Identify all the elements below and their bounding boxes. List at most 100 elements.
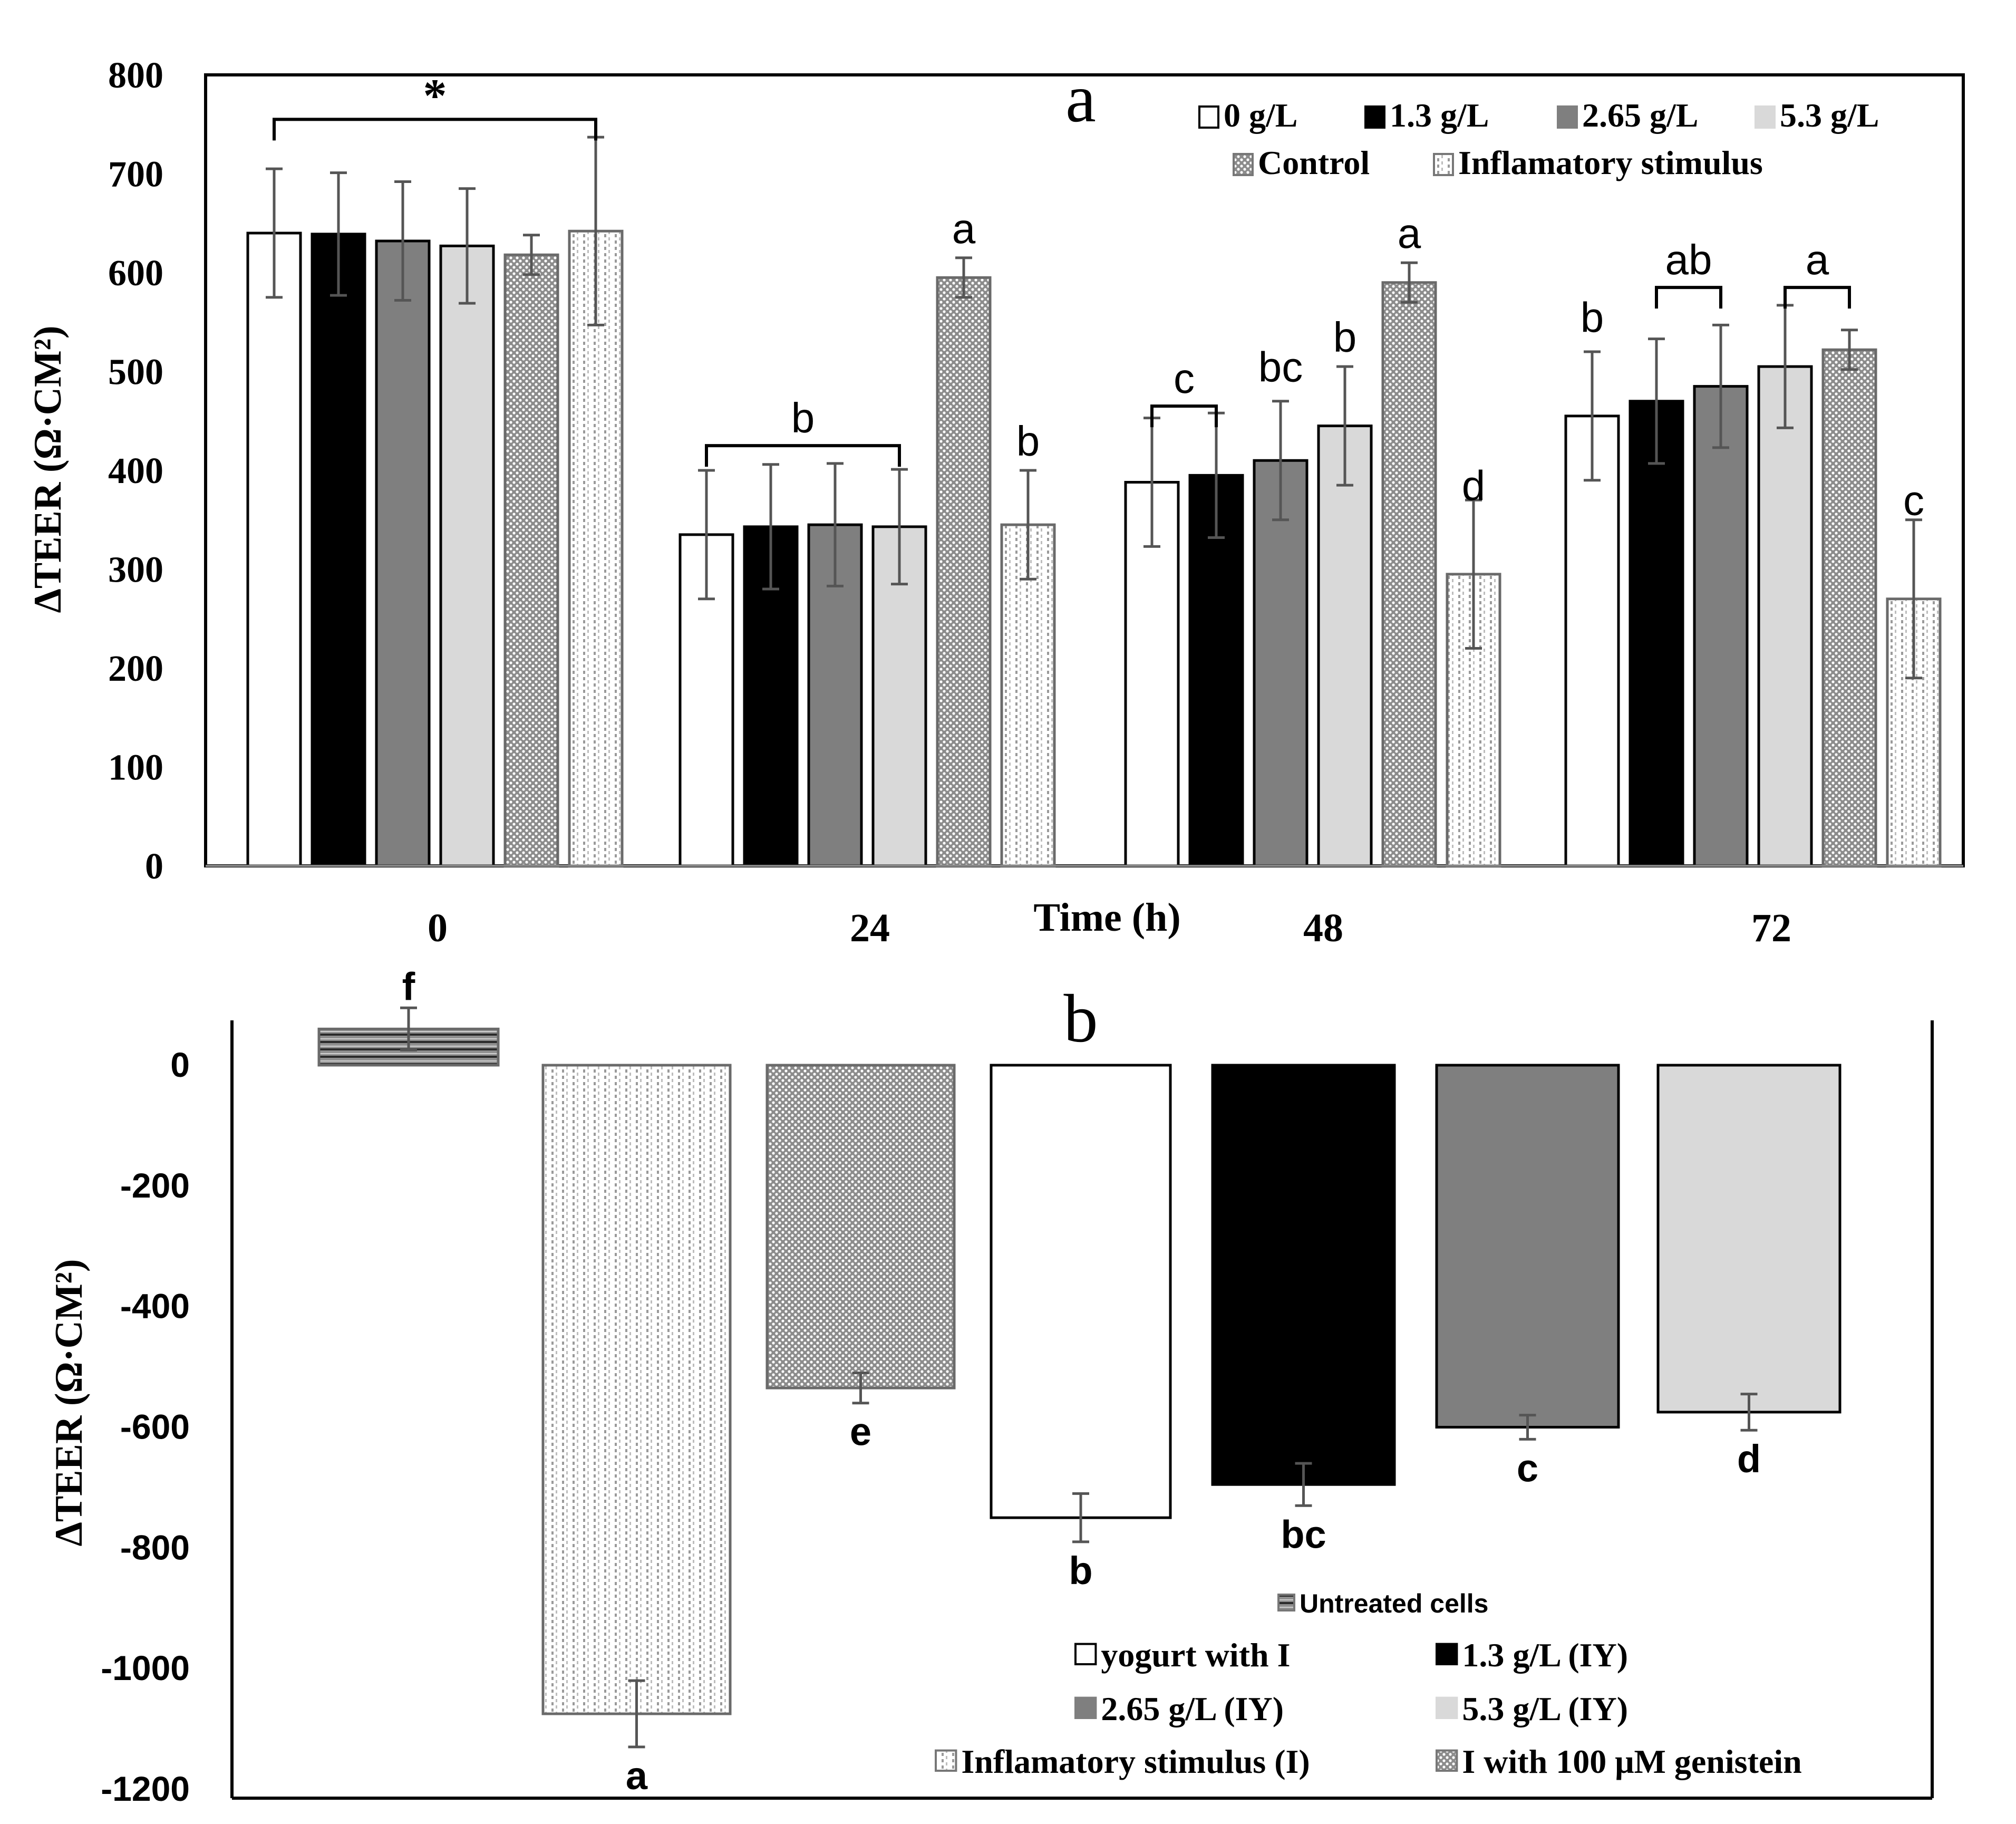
panel-a-y-tick-label: 0 (145, 846, 163, 887)
panel-a-significance-letter: d (1462, 462, 1486, 509)
panel-b-y-tick-label: -400 (120, 1287, 190, 1326)
panel-a-significance-bracket (1655, 286, 1722, 309)
panel-b-legend-label: I with 100 μM genistein (1462, 1743, 1801, 1780)
panel-a-significance-letter: c (1903, 477, 1924, 524)
panel-b-legend-label: 5.3 g/L (IY) (1462, 1690, 1628, 1728)
panel-a-bar (1629, 400, 1684, 867)
panel-b-legend-swatch (1436, 1749, 1458, 1772)
panel-b-legend-label: 2.65 g/L (IY) (1101, 1690, 1284, 1728)
panel-a-legend-label: Control (1258, 144, 1370, 181)
panel-b-bar (1656, 1064, 1841, 1414)
panel-a-significance-bracket (1784, 286, 1851, 309)
panel-a-bar (1000, 523, 1056, 867)
panel-a-legend-swatch (1433, 153, 1454, 176)
panel-b-y-tick-label: -1200 (101, 1769, 190, 1808)
panel-b-significance-letter: c (1517, 1446, 1538, 1490)
panel-a-legend-label: 5.3 g/L (1780, 96, 1879, 134)
panel-a-legend-swatch (1755, 105, 1776, 129)
panel-b-legend-swatch (1277, 1594, 1295, 1611)
panel-b-legend-swatch (935, 1749, 957, 1772)
panel-a-label: a (1065, 61, 1096, 137)
panel-a-significance-letter: b (791, 394, 815, 441)
panel-b-legend-swatch (1436, 1696, 1458, 1720)
panel-a-y-tick-label: 300 (108, 550, 163, 591)
panel-a-y-tick-label: 700 (108, 155, 163, 195)
panel-b-significance-letter: a (626, 1754, 648, 1798)
panel-b-y-tick-label: -200 (120, 1166, 190, 1205)
panel-b-bar (990, 1064, 1172, 1519)
panel-a-legend-label: Inflamatory stimulus (1458, 144, 1763, 181)
panel-a-bar (568, 229, 624, 867)
panel-a-xlabel: Time (h) (1033, 895, 1180, 940)
panel-a-bar (246, 231, 302, 867)
panel-b-bar (765, 1064, 956, 1389)
panel-a-legend-swatch (1557, 105, 1578, 129)
panel-a-significance-letter: * (423, 70, 447, 122)
panel-a-significance-letter: b (1333, 314, 1357, 361)
panel-a-significance-bracket (273, 118, 597, 141)
panel-a-legend-swatch (1198, 105, 1219, 129)
panel-a-x-tick-label: 24 (850, 906, 890, 950)
panel-a-significance-letter: b (1016, 418, 1040, 465)
panel-a-bar (1821, 348, 1877, 867)
panel-b-ylabel: ΔTEER (Ω·CM²) (47, 1259, 91, 1546)
panel-b-y-tick-label: -600 (120, 1407, 190, 1446)
panel-b-significance-letter: b (1069, 1549, 1092, 1593)
panel-a-bar (439, 244, 495, 867)
panel-b-bar (1211, 1064, 1396, 1486)
panel-a-bar (1757, 365, 1813, 867)
panel-a-bar (1693, 385, 1749, 867)
panel-b-y-tick-label: 0 (170, 1045, 190, 1084)
panel-a-legend-swatch (1364, 105, 1385, 129)
panel-a-bar (1564, 414, 1620, 867)
panel-a-y-tick-label: 500 (108, 352, 163, 393)
panel-a-bar (1381, 281, 1437, 867)
panel-b-significance-letter: e (850, 1410, 871, 1454)
panel-b-significance-letter: d (1737, 1437, 1761, 1481)
panel-a-bar (375, 239, 431, 867)
panel-b-bar (541, 1064, 732, 1715)
panel-b-plot: f a e b bc c d (317, 964, 1841, 1798)
panel-b-legend-label: Inflamatory stimulus (I) (961, 1743, 1310, 1780)
panel-a-axis: 0 100 200 300 400 500 600 700 800 0 24 48 72 (108, 55, 1963, 950)
panel-b-y-tick-label: -1000 (101, 1648, 190, 1687)
panel-a-significance-letter: a (952, 205, 976, 252)
panel-b-legend-swatch (1074, 1643, 1097, 1666)
panel-a-legend: 0 g/L 1.3 g/L 2.65 g/L 5.3 g/L Control Inflam… (1198, 96, 1879, 181)
panel-a-legend-label: 0 g/L (1224, 96, 1297, 134)
panel-a-bar (311, 233, 366, 867)
panel-a-significance-letter: bc (1258, 343, 1303, 390)
panel-a-ylabel: ΔTEER (Ω·CM²) (26, 325, 70, 613)
panel-b-legend-label: 1.3 g/L (IY) (1462, 1636, 1628, 1674)
panel-a-legend-label: 1.3 g/L (1390, 96, 1489, 134)
panel-a-bar (1317, 424, 1373, 867)
panel-a-bar (1253, 459, 1309, 867)
panel-b-label: b (1064, 981, 1098, 1057)
panel-a-y-tick-label: 400 (108, 451, 163, 491)
panel-b-legend: Untreated cells yogurt with I 1.3 g/L (IY)… (935, 1589, 1802, 1780)
panel-b-y-tick-label: -800 (120, 1528, 190, 1567)
panel-b-bar (1435, 1064, 1620, 1429)
panel-a-significance-bracket (705, 444, 901, 467)
panel-a-legend-label: 2.65 g/L (1582, 96, 1698, 134)
panel-a-x-tick-label: 72 (1751, 906, 1791, 950)
panel-a-y-tick-label: 100 (108, 748, 163, 788)
panel-a-y-tick-label: 800 (108, 55, 163, 96)
panel-a-significance-letter: b (1581, 294, 1604, 341)
panel-a-y-tick-label: 200 (108, 649, 163, 689)
panel-a-legend-swatch (1233, 153, 1254, 176)
panel-b-significance-letter: f (402, 964, 415, 1008)
panel-b-significance-letter: bc (1281, 1512, 1326, 1556)
panel-a-significance-letter: a (1398, 210, 1421, 257)
panel-b-legend-swatch (1074, 1696, 1097, 1720)
panel-a-significance-letter: c (1174, 355, 1195, 402)
panel-a-x-tick-label: 48 (1303, 906, 1343, 950)
panel-a-significance-bracket (1150, 404, 1218, 428)
panel-a-x-tick-label: 0 (428, 906, 448, 950)
panel-b-legend-label: yogurt with I (1101, 1636, 1290, 1674)
panel-a-y-tick-label: 600 (108, 253, 163, 294)
panel-a-significance-letter: ab (1665, 236, 1712, 283)
panel-b-legend-swatch (1436, 1643, 1458, 1666)
